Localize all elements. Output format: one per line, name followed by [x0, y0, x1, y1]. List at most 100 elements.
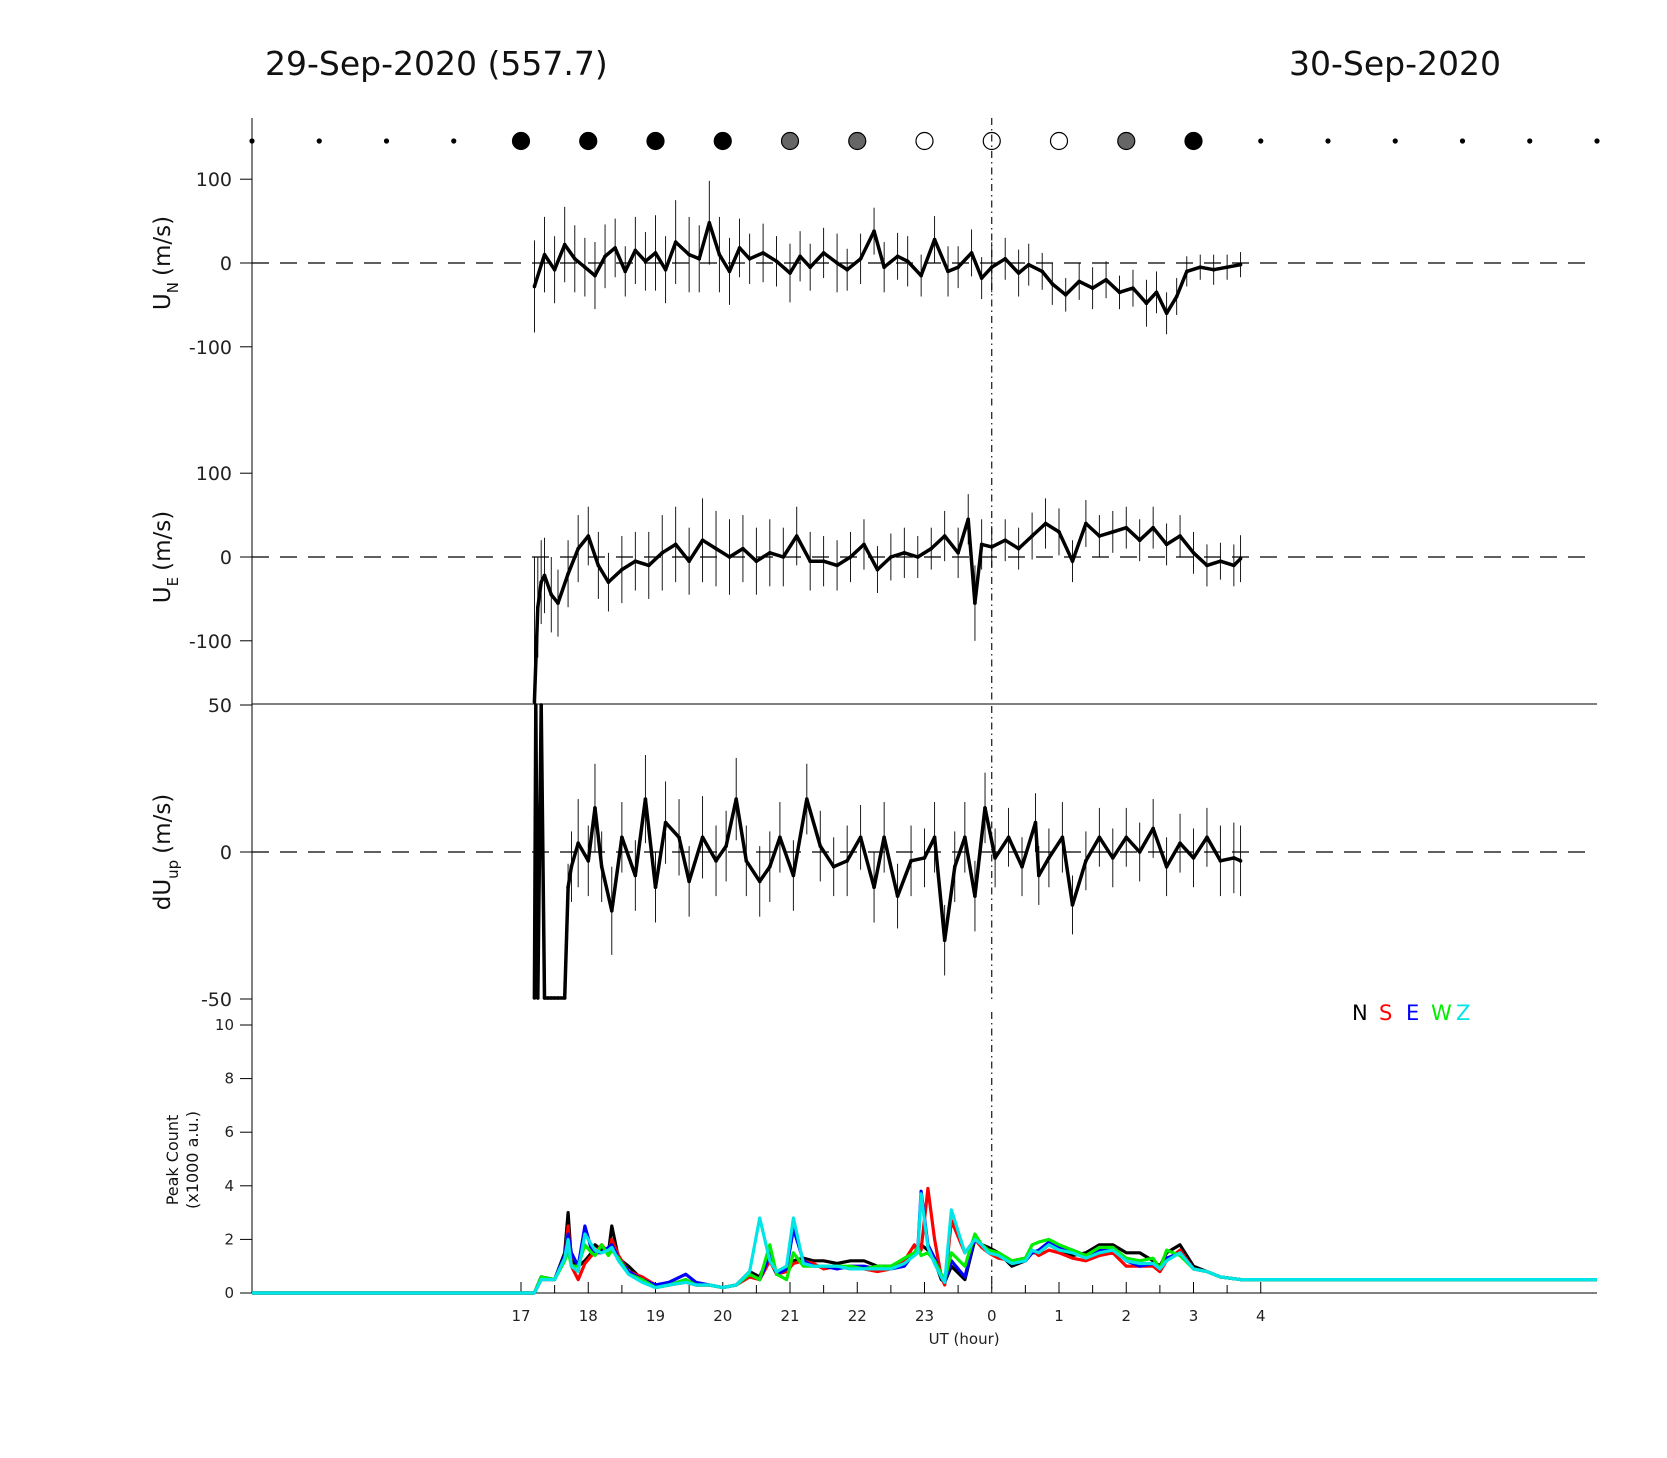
dup-data-point [845, 859, 849, 863]
dup-data-point [653, 885, 658, 890]
dup-data-point [599, 864, 604, 869]
ue-data-point [727, 555, 732, 559]
dup-data-point [1178, 841, 1182, 845]
un-data-point [1164, 311, 1169, 316]
dup-data-point [1232, 856, 1236, 860]
ue-data-point [714, 546, 718, 551]
un-data-point [1211, 267, 1216, 272]
dup-data-point [1238, 859, 1243, 863]
ue-data-point [741, 546, 745, 551]
moon-marker-dot [1392, 138, 1398, 144]
un-ytick-label: 100 [196, 169, 232, 191]
dup-data-point [932, 835, 937, 840]
moon-marker-gray [848, 131, 867, 151]
ue-data-point [754, 559, 759, 563]
dup-data-point [778, 835, 782, 840]
un-data-point [989, 265, 994, 269]
un-data-point [919, 273, 923, 278]
peak-ytick-label: 6 [224, 1123, 234, 1141]
un-ytick-label: -100 [189, 337, 232, 359]
ue-data-point [1070, 559, 1075, 563]
un-data-point [727, 269, 732, 274]
un-data-point [1040, 269, 1044, 274]
dup-ylabel-main: dU [150, 879, 176, 910]
peak-xtick-label: 0 [987, 1307, 997, 1325]
ue-data-point [1043, 521, 1048, 526]
moon-marker-dot [316, 138, 322, 144]
ue-data-point [596, 563, 601, 568]
legend-item-s: S [1379, 1001, 1392, 1025]
peak-xtick-label: 22 [848, 1307, 867, 1325]
un-data-point [774, 259, 779, 264]
peak-xtick-label: 17 [511, 1307, 530, 1325]
moon-marker-black [511, 131, 531, 151]
dup-data-point [663, 820, 668, 825]
dup-data-point [546, 996, 550, 1000]
moon-marker-dot [383, 138, 390, 144]
un-data-point [1198, 265, 1203, 269]
un-data-point [1144, 301, 1149, 306]
un-data-point [623, 269, 628, 274]
ue-data-point [660, 551, 665, 555]
ue-data-point [781, 555, 786, 559]
dup-data-point [569, 864, 574, 869]
un-ylabel-sub: N [164, 282, 182, 293]
un-data-point [663, 267, 668, 272]
un-data-point [583, 265, 587, 269]
right-date-title: 30-Sep-2020 [1289, 44, 1501, 83]
un-data-point [956, 265, 960, 269]
peak-ylabel: Peak Count [163, 1115, 182, 1206]
un-data-point [603, 254, 607, 259]
dup-data-point [1164, 864, 1169, 869]
dup-data-point [882, 835, 886, 840]
peak-xtick-label: 19 [646, 1307, 665, 1325]
moon-marker-black [713, 131, 732, 151]
ue-data-point [549, 592, 554, 597]
ue-data-point [973, 601, 977, 605]
dup-data-point [993, 856, 997, 860]
ue-ylabel-sub: E [164, 577, 182, 586]
dup-data-point [586, 859, 591, 863]
dup-data-point [687, 879, 691, 884]
dup-panel: 50 0 -50 dUup (m/s) [150, 695, 1597, 1011]
un-data-point [872, 229, 876, 233]
dup-data-point [942, 938, 947, 942]
un-ylabel-main: U [150, 293, 176, 310]
un-data-point [1238, 262, 1243, 267]
ue-data-point [700, 538, 705, 543]
un-ytick-label: 0 [220, 253, 232, 275]
peak-ytick-label: 10 [215, 1016, 234, 1034]
un-data-point [845, 267, 849, 272]
ue-data-point [606, 580, 611, 584]
moon-marker-dot [1459, 138, 1466, 144]
un-data-point [613, 246, 617, 250]
dup-data-point [1218, 859, 1223, 863]
dup-data-point [805, 797, 809, 801]
ue-data-point [566, 571, 570, 576]
un-data-point [1225, 265, 1229, 269]
dup-data-point [831, 864, 836, 869]
peak-ytick-label: 8 [224, 1070, 234, 1088]
moon-marker-white [915, 131, 934, 151]
dup-ylabel-unit: (m/s) [150, 794, 176, 854]
dup-data-point [633, 873, 638, 878]
dup-data-point [895, 894, 900, 898]
ue-data-point [1097, 534, 1102, 538]
dup-data-point [872, 885, 876, 890]
ue-data-point [542, 573, 547, 578]
ue-data-point [1151, 525, 1155, 530]
left-date-title: 29-Sep-2020 (557.7) [265, 44, 608, 83]
un-data-point [653, 251, 658, 255]
ue-data-point [620, 567, 624, 572]
un-data-point [1117, 290, 1122, 295]
dup-data-point [714, 859, 718, 863]
dup-data-point [1037, 873, 1041, 878]
dup-data-point [1084, 859, 1088, 863]
ue-data-point [1057, 530, 1061, 534]
peak-ytick-label: 2 [224, 1230, 234, 1248]
dup-data-point [1124, 835, 1129, 840]
un-data-point [1003, 257, 1007, 261]
un-data-point [979, 276, 984, 280]
un-data-point [707, 220, 712, 225]
